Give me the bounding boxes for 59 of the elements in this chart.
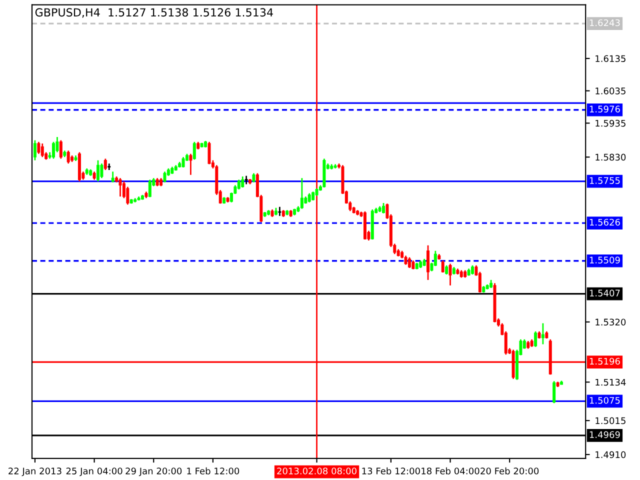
- candlestick: [148, 179, 152, 198]
- candlestick: [404, 254, 408, 266]
- y-tick-label: 1.5320: [596, 318, 626, 326]
- candlestick: [182, 156, 185, 168]
- candlestick: [66, 150, 70, 164]
- candlestick: [252, 172, 256, 183]
- candlestick: [445, 264, 448, 276]
- x-tick-label: 1 Feb 12:00: [187, 467, 240, 474]
- candlestick: [426, 244, 430, 281]
- candlestick: [534, 330, 538, 348]
- candlestick: [408, 256, 411, 269]
- x-tick-label: 18 Feb 04:00: [422, 467, 480, 474]
- ref-line-label: 1.5407: [590, 290, 620, 296]
- ref-line-label: 1.6243: [590, 19, 620, 26]
- candlestick: [104, 158, 107, 171]
- x-tick-label: 25 Jan 04:00: [66, 468, 122, 476]
- candlestick: [52, 141, 56, 160]
- candlestick: [189, 153, 192, 176]
- ref-line-label: 1.5626: [590, 218, 620, 226]
- y-tick-label: 1.5830: [596, 154, 626, 161]
- candlestick: [448, 263, 452, 286]
- x-tick-label: 29 Jan 20:00: [126, 468, 182, 476]
- x-tick-label: 20 Feb 20:00: [480, 467, 539, 474]
- ref-line-label: 1.5976: [590, 106, 620, 112]
- chart-title: GBPUSD,H4 1.5127 1.5138 1.5126 1.5134: [35, 8, 273, 18]
- candlestick: [300, 177, 304, 210]
- candlestick: [100, 162, 104, 179]
- candlestick: [96, 160, 100, 182]
- x-tick-label: 2013.02.08 08:00: [277, 468, 356, 474]
- ref-line-label: 1.5755: [590, 177, 620, 184]
- candlestick: [308, 192, 311, 204]
- x-tick-label: 13 Feb 12:00: [362, 467, 420, 474]
- y-tick-label: 1.6035: [596, 88, 626, 94]
- candlestick: [237, 179, 240, 190]
- candlestick: [37, 141, 40, 155]
- y-tick-label: 1.4910: [596, 451, 626, 458]
- candlestick: [552, 380, 556, 404]
- candlestick: [33, 140, 36, 162]
- candlestick: [382, 202, 386, 214]
- y-tick-label: 1.5134: [596, 378, 626, 386]
- candlestick: [441, 260, 444, 274]
- candlestick: [434, 250, 437, 267]
- candlestick: [111, 170, 114, 183]
- candlestick: [40, 142, 44, 158]
- x-tick-label: 22 Jan 2013: [8, 468, 62, 476]
- y-tick-label: 1.5015: [596, 417, 626, 424]
- ref-line-label: 1.5075: [590, 396, 620, 404]
- candlestick: [208, 141, 211, 165]
- ref-line-label: 1.4969: [590, 431, 620, 438]
- candlestick: [163, 170, 166, 183]
- candlestick: [471, 264, 474, 276]
- candlestick: [241, 176, 244, 188]
- ref-line-label: 1.5196: [590, 358, 620, 365]
- y-tick-label: 1.5935: [596, 120, 626, 127]
- candlestick: [59, 140, 62, 160]
- candlestick: [541, 322, 544, 345]
- ref-line-label: 1.5509: [590, 256, 620, 264]
- y-tick-label: 1.6135: [596, 55, 626, 62]
- candlestick: [192, 141, 196, 160]
